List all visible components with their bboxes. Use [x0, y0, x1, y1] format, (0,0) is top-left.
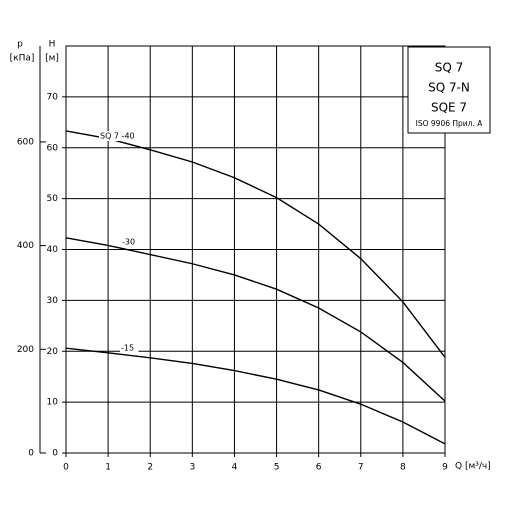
x-tick-label: 0: [63, 463, 69, 473]
y-tick-label: 40: [47, 245, 59, 255]
y-axis-unit: [м]: [45, 54, 59, 64]
y2-tick-label: 600: [17, 137, 34, 147]
x-tick-label: 1: [105, 463, 111, 473]
y2-axis-name: p: [17, 40, 23, 50]
x-axis-label: Q [м³/ч]: [455, 462, 491, 472]
model-label: ISO 9906 Прил. A: [416, 119, 484, 128]
x-tick-label: 9: [442, 463, 448, 473]
x-tick-label: 4: [232, 463, 238, 473]
model-label: SQ 7-N: [428, 81, 470, 95]
curve-label: -30: [122, 238, 135, 247]
model-label: SQ 7: [435, 61, 464, 75]
y-tick-label: 20: [47, 347, 59, 357]
x-tick-label: 3: [189, 463, 195, 473]
y2-tick-label: 200: [17, 345, 34, 355]
y2-tick-label: 0: [28, 449, 34, 459]
x-tick-label: 2: [147, 463, 153, 473]
pump-curve: [65, 237, 446, 402]
curve-label: -15: [121, 344, 134, 353]
pump-curve: [65, 347, 446, 445]
curve-label-bg: [120, 343, 139, 353]
pump-curve: [65, 130, 446, 358]
x-tick-label: 7: [358, 463, 364, 473]
curve-label: SQ 7 -40: [100, 132, 135, 141]
y-tick-label: 70: [47, 92, 59, 102]
y-tick-label: 0: [52, 449, 58, 459]
y-axis-name: H: [49, 40, 56, 50]
x-tick-label: 6: [316, 463, 322, 473]
curve-label-bg: [121, 237, 140, 247]
y2-tick-label: 400: [17, 241, 34, 251]
model-label: SQE 7: [431, 101, 467, 115]
y-tick-label: 50: [47, 194, 59, 204]
x-tick-label: 5: [274, 463, 280, 473]
curve-label-bg: [99, 131, 145, 141]
x-tick-label: 8: [400, 463, 406, 473]
y-tick-label: 10: [47, 398, 59, 408]
y-tick-label: 30: [47, 296, 59, 306]
model-box: [407, 46, 491, 134]
y-tick-label: 60: [47, 143, 59, 153]
y2-axis-unit: [кПа]: [10, 54, 35, 64]
